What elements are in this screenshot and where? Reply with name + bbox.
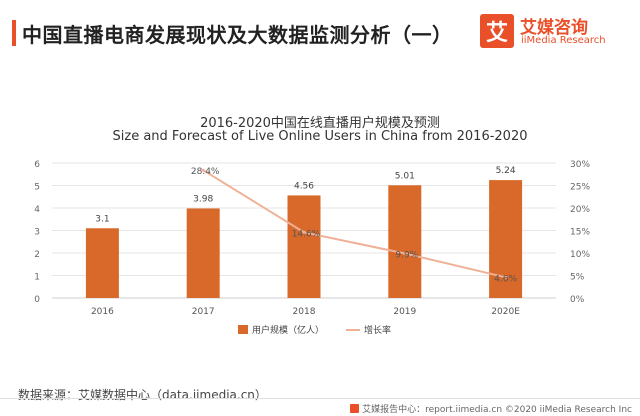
logo-glyph-icon: 艾 — [480, 14, 514, 48]
bar — [287, 195, 321, 298]
legend-bar-swatch — [238, 325, 248, 334]
bar-data-label: 4.56 — [294, 181, 314, 191]
page-title: 中国直播电商发展现状及大数据监测分析（一） — [22, 23, 453, 47]
y-right-tick-label: 25% — [570, 183, 590, 193]
y-right-tick-label: 30% — [570, 160, 590, 170]
x-tick-label: 2018 — [293, 307, 316, 317]
growth-data-label: 4.6% — [494, 274, 517, 284]
header-accent-bar — [12, 20, 16, 46]
y-left-tick-label: 1 — [34, 273, 40, 283]
legend-line-label: 增长率 — [364, 324, 391, 336]
bar — [388, 185, 422, 298]
x-tick-label: 2016 — [91, 307, 114, 317]
y-right-tick-label: 0% — [570, 295, 585, 305]
brand-logo: 艾 艾媒咨询 iiMedia Research — [480, 12, 630, 52]
growth-data-label: 28.4% — [191, 167, 220, 177]
bar-data-label: 5.24 — [496, 166, 516, 176]
growth-data-label: 14.6% — [292, 229, 321, 239]
y-left-tick-label: 3 — [34, 228, 40, 238]
footer-divider — [0, 398, 640, 399]
y-left-tick-label: 5 — [34, 183, 40, 193]
y-left-tick-label: 2 — [34, 250, 40, 260]
y-right-tick-label: 15% — [570, 228, 590, 238]
bar-data-label: 3.98 — [193, 194, 213, 204]
growth-point — [504, 275, 508, 279]
growth-line — [202, 169, 506, 279]
growth-point — [201, 168, 205, 172]
growth-point — [403, 251, 407, 255]
bar — [186, 208, 220, 298]
footer-credit: 艾媒报告中心：report.iimedia.cn ©2020 iiMedia R… — [350, 402, 632, 415]
x-tick-label: 2017 — [192, 307, 215, 317]
logo-name-en: iiMedia Research — [521, 35, 606, 46]
growth-data-label: 9.9% — [395, 250, 418, 260]
y-right-tick-label: 10% — [570, 250, 590, 260]
bar-data-label: 3.1 — [95, 214, 109, 224]
data-source-note: 数据来源：艾媒数据中心（data.iimedia.cn） — [18, 388, 267, 402]
y-left-tick-label: 0 — [34, 295, 40, 305]
report-center-icon — [350, 404, 360, 413]
x-tick-label: 2019 — [393, 307, 416, 317]
chart-subtitle: Size and Forecast of Live Online Users i… — [112, 129, 528, 144]
y-left-tick-label: 6 — [34, 160, 40, 170]
y-left-tick-label: 4 — [34, 205, 40, 215]
bar-data-label: 5.01 — [395, 171, 415, 181]
chart-title: 2016-2020中国在线直播用户规模及预测 — [200, 116, 440, 131]
legend-bar-label: 用户规模（亿人） — [252, 324, 324, 336]
logo-name-cn: 艾媒咨询 — [520, 18, 588, 38]
footer-text: 艾媒报告中心：report.iimedia.cn ©2020 iiMedia R… — [362, 405, 632, 415]
y-right-tick-label: 5% — [570, 273, 585, 283]
growth-point — [302, 230, 306, 234]
x-tick-label: 2020E — [491, 307, 520, 317]
bar — [85, 228, 119, 298]
y-right-tick-label: 20% — [570, 205, 590, 215]
